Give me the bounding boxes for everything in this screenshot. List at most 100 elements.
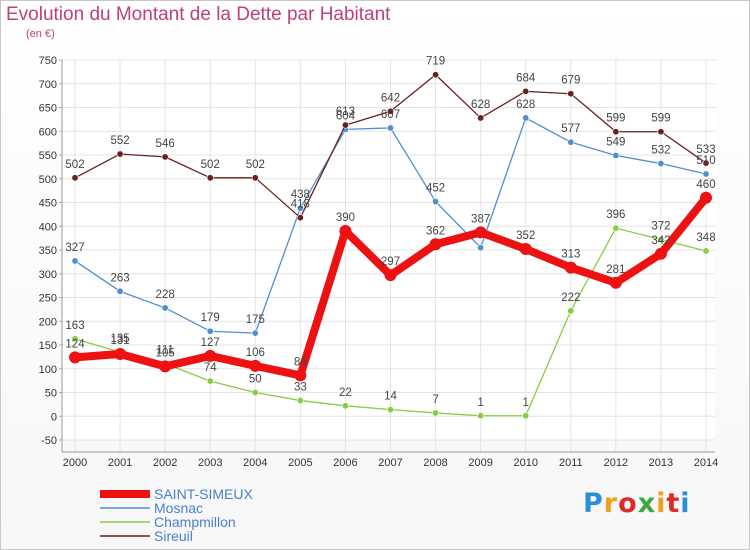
y-tick-label: 400 (39, 221, 57, 233)
data-label: 163 (65, 320, 84, 332)
data-point (386, 107, 394, 115)
chart-unit: (en €) (26, 28, 55, 40)
x-tick-label: 2014 (694, 457, 718, 469)
data-label: 684 (516, 72, 536, 84)
data-label: 313 (561, 249, 580, 261)
data-label: 502 (201, 159, 220, 171)
data-label: 1 (523, 397, 529, 409)
y-tick-label: 550 (39, 150, 57, 162)
data-label: 342 (651, 235, 670, 247)
data-point (114, 348, 127, 361)
data-label: 396 (606, 209, 625, 221)
legend-label: Mosnac (154, 500, 203, 516)
x-tick-label: 2013 (649, 457, 673, 469)
data-point (296, 214, 304, 222)
y-tick-label: -50 (41, 435, 57, 447)
data-point (386, 406, 394, 414)
data-label: 263 (110, 272, 129, 284)
y-tick-label: 300 (39, 269, 57, 281)
x-tick-label: 2011 (559, 457, 583, 469)
data-point (384, 269, 397, 282)
data-point (519, 243, 532, 256)
y-tick-label: 200 (39, 316, 57, 328)
data-label: 502 (246, 159, 265, 171)
x-tick-label: 2000 (63, 457, 87, 469)
data-point (612, 224, 620, 232)
logo-letter: P (583, 488, 604, 519)
series-champmillon (71, 224, 710, 420)
data-point (612, 128, 620, 136)
data-point (657, 236, 665, 244)
y-tick-label: 650 (39, 103, 57, 115)
data-label: 131 (110, 335, 129, 347)
y-tick-label: 700 (39, 79, 57, 91)
x-tick-label: 2003 (198, 457, 222, 469)
x-tick-label: 2010 (513, 457, 537, 469)
data-point (339, 225, 352, 237)
data-label: 14 (384, 391, 397, 403)
x-tick-label: 2006 (333, 457, 357, 469)
data-label: 549 (606, 136, 625, 148)
data-point (71, 174, 79, 182)
data-point (702, 159, 710, 167)
data-label: 599 (651, 113, 670, 125)
data-point (296, 204, 304, 212)
legend-label: SAINT-SIMEUX (154, 486, 253, 502)
data-label: 679 (561, 75, 580, 87)
data-label: 352 (516, 230, 535, 242)
logo-letter: r (603, 488, 619, 519)
data-point (116, 287, 124, 295)
data-point (564, 261, 577, 274)
data-point (567, 307, 575, 315)
data-point (251, 329, 259, 337)
data-label: 135 (110, 333, 129, 345)
data-label: 86 (294, 356, 307, 368)
data-label: 604 (336, 110, 356, 122)
data-point (432, 409, 440, 417)
data-point (477, 114, 485, 122)
data-label: 719 (426, 56, 445, 68)
data-point (522, 87, 530, 95)
x-tick-label: 2012 (604, 457, 628, 469)
data-label: 372 (651, 221, 670, 233)
data-label: 175 (246, 314, 265, 326)
data-point (386, 124, 394, 132)
data-label: 642 (381, 92, 400, 104)
y-tick-label: 450 (39, 198, 57, 210)
logo-letter: t (666, 488, 681, 519)
data-label: 362 (426, 225, 445, 237)
data-point (206, 377, 214, 385)
data-point (296, 397, 304, 405)
data-point (249, 359, 262, 372)
data-point (609, 276, 622, 289)
data-label: 33 (294, 382, 307, 394)
data-point (657, 128, 665, 136)
legend-label: Sireuil (154, 528, 193, 544)
data-point (477, 412, 485, 420)
y-tick-label: 100 (39, 364, 57, 376)
data-label: 106 (246, 347, 265, 359)
proxiti-logo: Proxiti (583, 488, 691, 519)
y-tick-label: 500 (39, 174, 57, 186)
data-point (522, 114, 530, 122)
series-saint-simeux (69, 191, 712, 382)
data-label: 387 (471, 213, 490, 225)
data-label: 390 (336, 212, 355, 224)
data-label: 577 (561, 123, 580, 135)
series-mosnac (71, 114, 710, 337)
data-label: 628 (471, 99, 490, 111)
data-label: 607 (381, 109, 400, 121)
data-label: 281 (606, 264, 625, 276)
data-label: 228 (156, 289, 175, 301)
data-label: 599 (606, 113, 625, 125)
data-point (116, 150, 124, 158)
logo-letter: o (618, 488, 638, 519)
data-label: 74 (204, 362, 217, 374)
data-label: 438 (291, 189, 310, 201)
data-point (522, 412, 530, 420)
data-label: 124 (65, 338, 85, 350)
data-label: 1 (477, 397, 483, 409)
y-tick-label: 0 (51, 411, 57, 423)
